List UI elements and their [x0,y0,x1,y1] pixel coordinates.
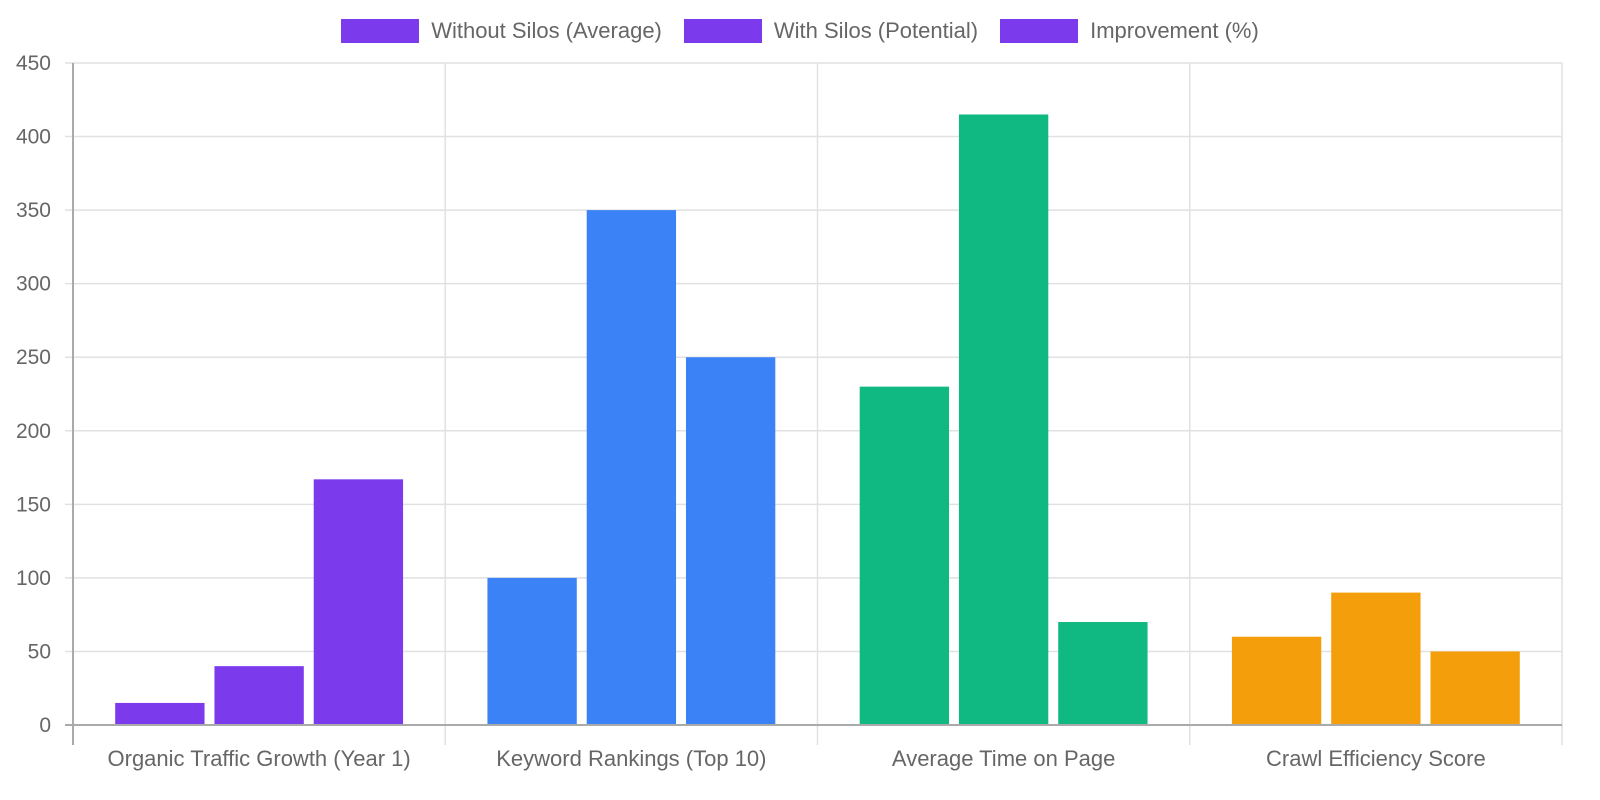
y-tick-label: 450 [16,52,51,75]
legend-item-improvement[interactable]: Improvement (%) [1000,18,1259,44]
bar[interactable] [214,666,304,725]
legend-label: Without Silos (Average) [431,18,662,43]
bar[interactable] [958,114,1049,725]
legend-swatch [341,19,420,43]
bar[interactable] [115,702,205,725]
bar[interactable] [313,479,404,725]
legend-item-with-silos[interactable]: With Silos (Potential) [683,18,979,44]
bar[interactable] [1331,592,1421,725]
bar[interactable] [1231,636,1322,725]
y-tick-label: 0 [39,714,51,737]
bar[interactable] [1430,651,1520,725]
y-tick-label: 200 [16,420,51,443]
x-category-label: Keyword Rankings (Top 10) [496,746,766,771]
legend-swatch [683,19,762,43]
legend-swatch [1000,19,1079,43]
y-tick-label: 250 [16,346,51,369]
y-tick-label: 50 [28,640,51,663]
bar[interactable] [1058,622,1148,725]
x-category-label: Average Time on Page [892,746,1115,771]
y-tick-label: 400 [16,126,51,149]
y-tick-label: 150 [16,493,51,516]
chart-legend: Without Silos (Average) With Silos (Pote… [0,18,1600,44]
y-axis: 0 50 100 150 200 250 300 350 400 450 [16,52,51,737]
x-category-label: Crawl Efficiency Score [1266,746,1486,771]
bars [115,114,1520,726]
bar[interactable] [859,386,950,725]
y-tick-label: 300 [16,273,51,296]
legend-label: Improvement (%) [1090,18,1259,43]
y-tick-label: 350 [16,199,51,222]
legend-label: With Silos (Potential) [773,18,979,43]
x-category-label: Organic Traffic Growth (Year 1) [108,746,411,771]
bar[interactable] [685,357,776,725]
x-axis: Organic Traffic Growth (Year 1) Keyword R… [65,724,1562,771]
legend-item-without-silos[interactable]: Without Silos (Average) [341,18,662,44]
y-tick-label: 100 [16,567,51,590]
bar[interactable] [487,577,577,725]
bar[interactable] [586,210,677,726]
